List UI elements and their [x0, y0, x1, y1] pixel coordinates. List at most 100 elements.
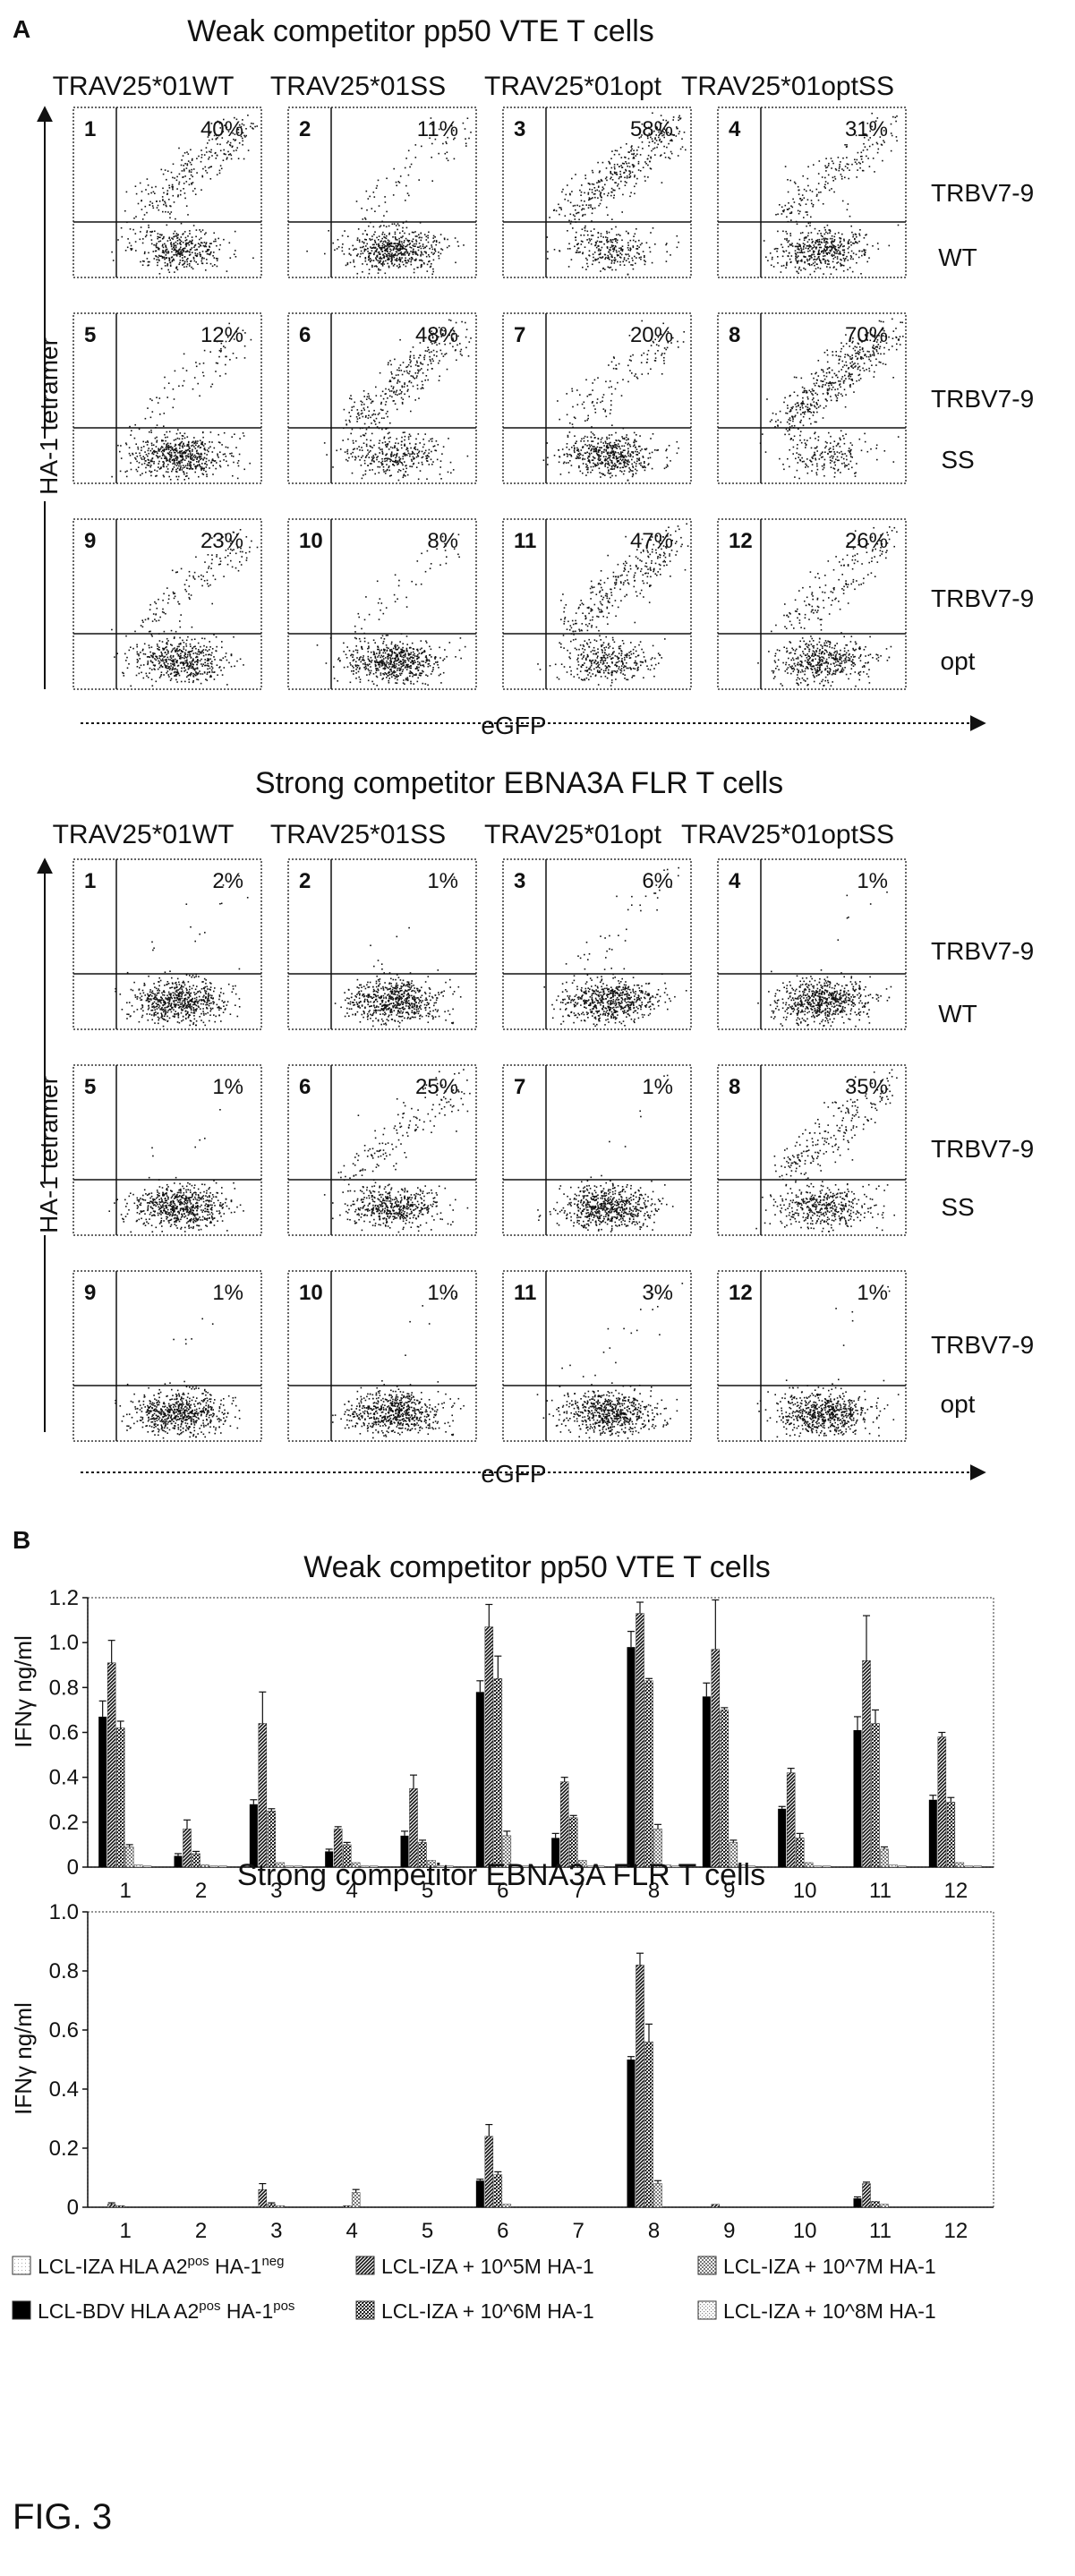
scatter-point	[345, 451, 346, 453]
scatter-point	[169, 213, 171, 215]
scatter-point	[605, 178, 607, 180]
scatter-point	[439, 380, 440, 381]
scatter-point	[642, 465, 644, 467]
scatter-point	[569, 248, 571, 250]
scatter-point	[819, 258, 821, 260]
scatter-point	[217, 174, 218, 175]
scatter-point	[182, 438, 183, 439]
scatter-point	[619, 470, 621, 472]
scatter-point	[408, 439, 410, 440]
scatter-point	[626, 254, 627, 256]
scatter-point	[567, 230, 568, 232]
scatter-point	[352, 473, 354, 474]
scatter-point	[836, 252, 838, 254]
scatter-point	[632, 172, 634, 174]
scatter-point	[389, 437, 391, 439]
scatter-point	[386, 446, 388, 448]
scatter-point	[177, 457, 179, 459]
scatter-point	[179, 239, 181, 241]
scatter-point	[791, 255, 793, 257]
scatter-point	[371, 414, 373, 416]
scatter-point	[150, 450, 152, 452]
scatter-point	[166, 444, 167, 446]
scatter-point	[586, 263, 588, 265]
scatter-point	[198, 445, 200, 447]
scatter-point	[159, 414, 161, 415]
scatter-point	[350, 453, 352, 455]
scatter-point	[371, 459, 373, 461]
scatter-point	[400, 248, 402, 250]
scatter-point	[183, 267, 185, 269]
scatter-point	[789, 208, 790, 209]
scatter-point	[366, 429, 368, 431]
scatter-point	[252, 123, 254, 124]
scatter-point	[371, 469, 373, 471]
scatter-point	[371, 463, 372, 465]
scatter-point	[168, 445, 170, 447]
scatter-point	[580, 471, 582, 473]
scatter-point	[183, 249, 184, 251]
scatter-point	[401, 437, 403, 439]
scatter-point	[829, 190, 831, 192]
scatter-point	[580, 235, 582, 236]
scatter-point	[594, 197, 596, 199]
scatter-point	[823, 252, 824, 254]
scatter-point	[385, 260, 387, 262]
scatter-point	[615, 388, 617, 390]
scatter-point	[166, 397, 168, 398]
scatter-point	[850, 244, 852, 246]
scatter-point	[192, 240, 193, 242]
scatter-point	[326, 454, 328, 456]
scatter-point	[411, 460, 413, 462]
scatter-point	[384, 196, 386, 198]
scatter-point	[131, 430, 132, 431]
scatter-point	[447, 369, 448, 371]
subplot-number: 3	[514, 117, 525, 141]
scatter-point	[607, 443, 609, 445]
scatter-point	[640, 170, 642, 172]
scatter-point	[340, 448, 342, 450]
scatter-point	[183, 451, 185, 453]
scatter-point	[842, 246, 844, 248]
scatter-point	[638, 452, 640, 454]
scatter-point	[615, 452, 617, 454]
scatter-point	[818, 173, 820, 175]
scatter-point	[815, 406, 816, 408]
scatter-point	[833, 258, 835, 260]
scatter-point	[190, 457, 192, 459]
scatter-point	[393, 250, 395, 252]
scatter-point	[588, 193, 590, 195]
scatter-point	[619, 463, 620, 465]
scatter-point	[153, 450, 155, 452]
scatter-point	[391, 262, 393, 264]
scatter-point	[423, 453, 425, 455]
scatter-point	[365, 456, 367, 458]
scatter-point	[155, 438, 157, 439]
scatter-point	[254, 126, 256, 128]
scatter-point	[621, 254, 623, 256]
scatter-point	[188, 461, 190, 463]
scatter-point	[832, 238, 833, 240]
scatter-point	[166, 192, 168, 194]
scatter-point	[182, 446, 183, 448]
scatter-point	[436, 351, 438, 353]
scatter-point	[174, 177, 175, 179]
scatter-point	[192, 191, 194, 192]
scatter-point	[777, 256, 779, 258]
scatter-point	[589, 456, 591, 458]
scatter-point	[606, 167, 608, 169]
scatter-point	[406, 448, 408, 449]
scatter-point	[401, 441, 403, 443]
scatter-point	[405, 262, 407, 264]
scatter-point	[832, 180, 834, 182]
scatter-point	[175, 439, 177, 440]
scatter-point	[197, 465, 199, 467]
scatter-point	[404, 386, 405, 388]
scatter-point	[787, 431, 789, 432]
scatter-point	[398, 253, 400, 255]
scatter-point	[406, 385, 408, 387]
scatter-point	[169, 451, 171, 453]
scatter-point	[370, 258, 371, 260]
scatter-point	[365, 245, 367, 247]
